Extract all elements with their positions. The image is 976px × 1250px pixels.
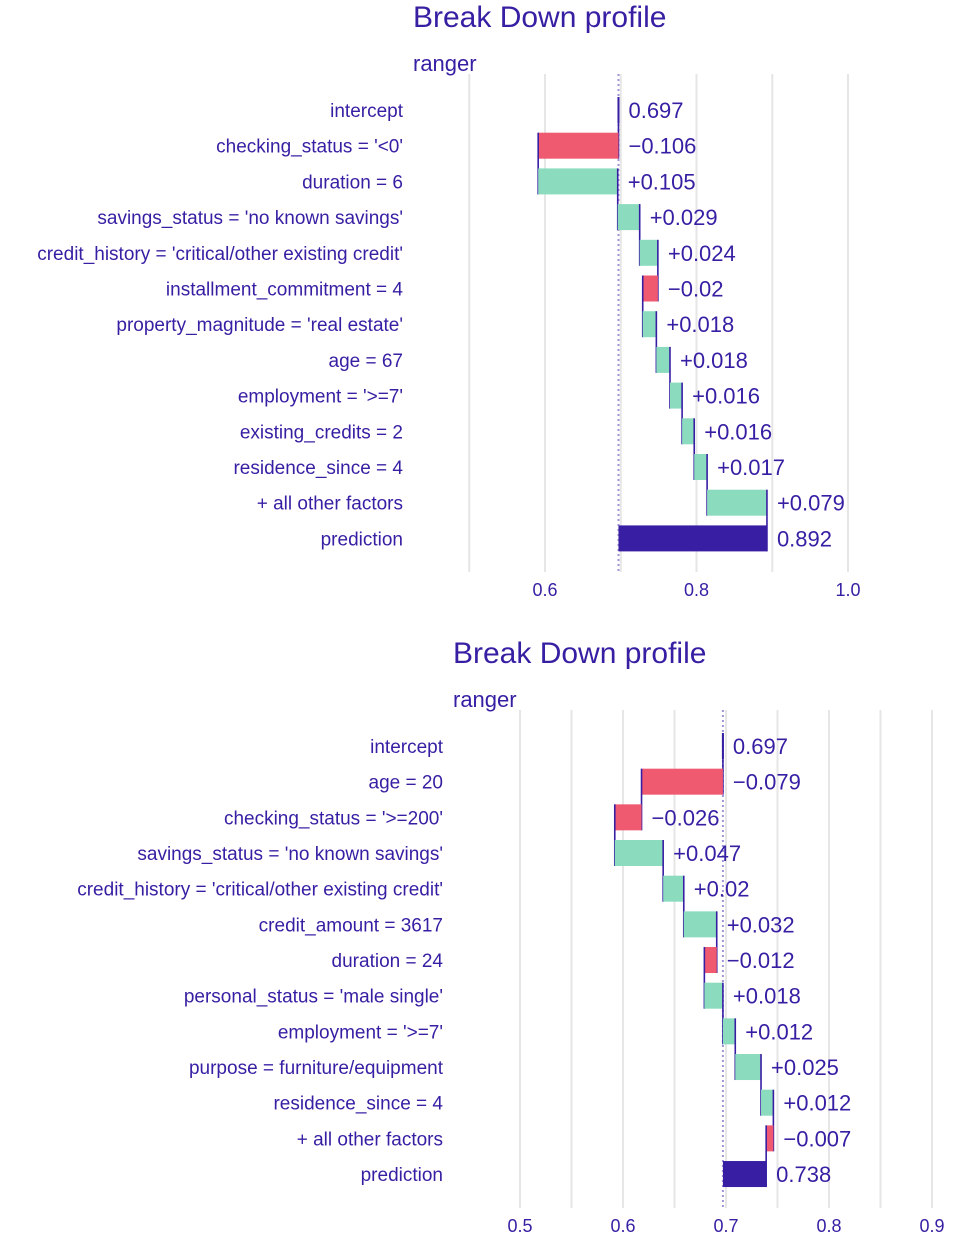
contribution-bar (538, 132, 619, 159)
value-label: +0.017 (717, 455, 785, 480)
row-label: installment_commitment = 4 (166, 280, 403, 301)
row-label: duration = 6 (302, 172, 403, 193)
value-label: +0.105 (628, 169, 696, 194)
contribution-bar (641, 768, 723, 795)
contribution-bar (642, 311, 657, 338)
contribution-bar (735, 1054, 762, 1081)
row-label: age = 67 (329, 351, 404, 372)
contribution-bar (682, 418, 695, 445)
row-label: age = 20 (369, 773, 444, 794)
break-down-panel-1: Break Down profile ranger 0.6 0.8 1.0 interce… (37, 1, 860, 600)
value-label: −0.02 (668, 277, 724, 302)
row-label: residence_since = 4 (273, 1094, 443, 1115)
row-label: duration = 24 (332, 951, 444, 972)
row-label: + all other factors (257, 494, 403, 515)
x-tick-label: 0.8 (816, 1216, 841, 1236)
contribution-bar (656, 346, 670, 373)
row-label: checking_status = '>=200' (224, 808, 443, 829)
row-label: prediction (361, 1165, 443, 1186)
x-tick-label: 0.8 (684, 580, 709, 600)
contribution-bar (722, 1018, 736, 1045)
contribution-bar (694, 454, 708, 480)
row-label: intercept (330, 101, 404, 122)
break-down-panel-2: Break Down profile ranger 0.5 0.6 0.7 0.8 0.9 i… (77, 637, 944, 1236)
x-tick-label: 1.0 (835, 580, 860, 600)
prediction-bar (722, 1161, 767, 1188)
row-label: checking_status = '<0' (216, 137, 403, 158)
value-label: −0.026 (652, 805, 720, 830)
contribution-bar (761, 1089, 774, 1116)
row-label: + all other factors (297, 1129, 443, 1150)
value-label: +0.018 (666, 312, 734, 337)
contribution-bar (639, 239, 658, 266)
contribution-bar (538, 168, 618, 195)
x-tick-label: 0.6 (532, 580, 557, 600)
chart-subtitle: ranger (453, 687, 517, 712)
row-label: existing_credits = 2 (240, 422, 403, 443)
value-label: +0.024 (668, 241, 736, 266)
prediction-bar (618, 525, 767, 552)
value-label: +0.079 (777, 491, 845, 516)
x-tick-label: 0.7 (713, 1216, 738, 1236)
contribution-bar (766, 1125, 774, 1152)
value-label: +0.016 (704, 419, 772, 444)
x-tick-label: 0.9 (919, 1216, 944, 1236)
contribution-bar (683, 911, 717, 938)
row-label: credit_amount = 3617 (259, 915, 443, 936)
row-label: savings_status = 'no known savings' (97, 208, 403, 229)
chart-title: Break Down profile (413, 1, 666, 34)
row-label: savings_status = 'no known savings' (137, 844, 443, 865)
contribution-bar (617, 204, 640, 231)
value-label: +0.047 (673, 841, 741, 866)
value-label: 0.738 (776, 1162, 831, 1187)
value-label: +0.012 (745, 1019, 813, 1044)
row-label: credit_history = 'critical/other existin… (37, 244, 403, 265)
row-label: property_magnitude = 'real estate' (116, 315, 403, 336)
contribution-bar (707, 489, 767, 516)
chart-subtitle: ranger (413, 51, 477, 76)
value-label: −0.106 (628, 134, 696, 159)
value-label: +0.012 (783, 1091, 851, 1116)
value-label: +0.016 (692, 384, 760, 409)
value-label: −0.079 (733, 770, 801, 795)
value-label: +0.018 (733, 984, 801, 1009)
value-label: 0.697 (628, 98, 683, 123)
value-label: 0.697 (733, 734, 788, 759)
contribution-bar (704, 947, 717, 974)
x-tick-label: 0.5 (507, 1216, 532, 1236)
row-label: purpose = furniture/equipment (189, 1058, 444, 1079)
row-label: intercept (370, 737, 444, 758)
contribution-bar (614, 840, 664, 867)
value-label: +0.025 (771, 1055, 839, 1080)
value-label: +0.018 (680, 348, 748, 373)
contribution-bar (669, 382, 683, 409)
contribution-bar (642, 275, 658, 302)
value-label: +0.02 (694, 877, 750, 902)
contribution-bar (663, 875, 684, 902)
row-label: personal_status = 'male single' (184, 987, 443, 1008)
row-label: employment = '>=7' (238, 387, 403, 408)
row-label: prediction (321, 529, 403, 550)
row-label: employment = '>=7' (278, 1022, 443, 1043)
value-label: −0.012 (727, 948, 795, 973)
value-label: +0.029 (650, 205, 718, 230)
x-tick-label: 0.6 (610, 1216, 635, 1236)
value-label: +0.032 (727, 912, 795, 937)
contribution-bar (704, 982, 723, 1009)
value-label: −0.007 (783, 1126, 851, 1151)
chart-title: Break Down profile (453, 637, 706, 670)
value-label: 0.892 (777, 526, 832, 551)
contribution-bar (614, 804, 642, 831)
row-label: residence_since = 4 (233, 458, 403, 479)
row-label: credit_history = 'critical/other existin… (77, 880, 443, 901)
